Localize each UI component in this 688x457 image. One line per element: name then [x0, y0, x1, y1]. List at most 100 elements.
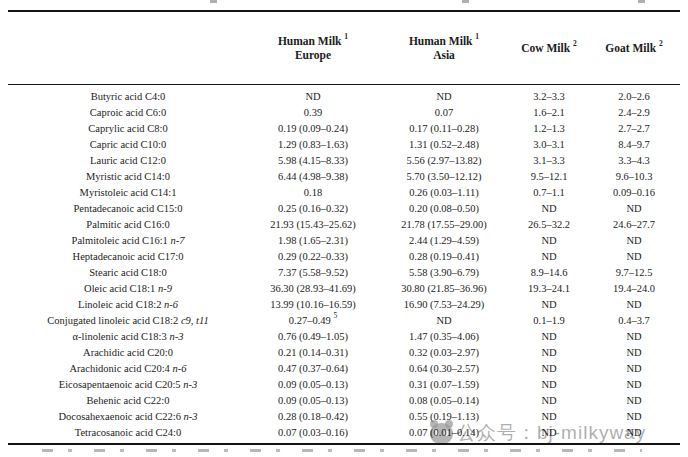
- value-cell-human-milk-europe: 0.29 (0.22–0.33): [248, 248, 378, 264]
- table-row: Stearic acid C18:07.37 (5.58–9.52)5.58 (…: [8, 264, 680, 280]
- table-row: Caprylic acid C8:00.19 (0.09–0.24)0.17 (…: [8, 120, 680, 136]
- value-cell-goat-milk: ND: [588, 424, 680, 444]
- value-cell-cow-milk: 26.5–32.2: [510, 216, 588, 232]
- table-row: Oleic acid C18:1 n-936.30 (28.93–41.69)3…: [8, 280, 680, 296]
- fatty-acid-name-cell: Myristoleic acid C14:1: [8, 184, 248, 200]
- value-cell-human-milk-europe: 6.44 (4.98–9.38): [248, 168, 378, 184]
- value-cell-cow-milk: ND: [510, 248, 588, 264]
- value-cell-human-milk-asia: 5.58 (3.90–6.79): [378, 264, 510, 280]
- value-cell-human-milk-asia: ND: [378, 312, 510, 328]
- fatty-acid-name-cell: Arachidic acid C20:0: [8, 344, 248, 360]
- value-cell-human-milk-europe: 1.98 (1.65–2.31): [248, 232, 378, 248]
- value-cell-human-milk-europe: 36.30 (28.93–41.69): [248, 280, 378, 296]
- value-cell-goat-milk: ND: [588, 200, 680, 216]
- value-cell-goat-milk: ND: [588, 392, 680, 408]
- table-row: Myristoleic acid C14:10.180.26 (0.03–1.1…: [8, 184, 680, 200]
- table-row: Myristic acid C14:06.44 (4.98–9.38)5.70 …: [8, 168, 680, 184]
- value-cell-goat-milk: 24.6–27.7: [588, 216, 680, 232]
- value-cell-goat-milk: ND: [588, 248, 680, 264]
- fatty-acid-name-cell: Oleic acid C18:1 n-9: [8, 280, 248, 296]
- value-cell-cow-milk: ND: [510, 328, 588, 344]
- header-title: Cow Milk: [521, 42, 570, 54]
- header-cell-cow-milk: Cow Milk 2: [510, 11, 588, 85]
- table-row: Pentadecanoic acid C15:00.25 (0.16–0.32)…: [8, 200, 680, 216]
- value-cell-human-milk-asia: 0.31 (0.07–1.59): [378, 376, 510, 392]
- value-cell-cow-milk: 3.0–3.1: [510, 136, 588, 152]
- value-cell-human-milk-europe: 0.09 (0.05–0.13): [248, 376, 378, 392]
- value-cell-cow-milk: ND: [510, 296, 588, 312]
- value-cell-human-milk-europe: 0.39: [248, 104, 378, 120]
- value-cell-human-milk-asia: 0.07 (0.01–0.14): [378, 424, 510, 444]
- fatty-acid-name-cell: Stearic acid C18:0: [8, 264, 248, 280]
- fatty-acid-name-cell: Pentadecanoic acid C15:0: [8, 200, 248, 216]
- table-row: Butyric acid C4:0NDND3.2–3.32.0–2.6: [8, 85, 680, 105]
- value-cell-goat-milk: ND: [588, 360, 680, 376]
- value-cell-cow-milk: ND: [510, 360, 588, 376]
- value-cell-human-milk-asia: 2.44 (1.29–4.59): [378, 232, 510, 248]
- fatty-acid-name-cell: Palmitic acid C16:0: [8, 216, 248, 232]
- fatty-acid-name-cell: Linoleic acid C18:2 n-6: [8, 296, 248, 312]
- clipped-text-fragment: [210, 0, 217, 3]
- value-cell-human-milk-europe: 0.76 (0.49–1.05): [248, 328, 378, 344]
- value-cell-goat-milk: ND: [588, 296, 680, 312]
- fatty-acid-name-cell: Butyric acid C4:0: [8, 85, 248, 105]
- value-cell-cow-milk: 1.6–2.1: [510, 104, 588, 120]
- value-cell-human-milk-asia: 0.17 (0.11–0.28): [378, 120, 510, 136]
- value-cell-goat-milk: 9.6–10.3: [588, 168, 680, 184]
- value-cell-cow-milk: 3.2–3.3: [510, 85, 588, 105]
- value-cell-human-milk-asia: 21.78 (17.55–29.00): [378, 216, 510, 232]
- value-cell-cow-milk: 9.5–12.1: [510, 168, 588, 184]
- clipped-text-fragment: [462, 0, 469, 3]
- table-row: Heptadecanoic acid C17:00.29 (0.22–0.33)…: [8, 248, 680, 264]
- value-cell-human-milk-asia: 0.32 (0.03–2.97): [378, 344, 510, 360]
- value-cell-goat-milk: 19.4–24.0: [588, 280, 680, 296]
- value-cell-cow-milk: 1.2–1.3: [510, 120, 588, 136]
- header-superscript: 2: [659, 39, 663, 48]
- value-cell-human-milk-europe: 7.37 (5.58–9.52): [248, 264, 378, 280]
- table-row: Caproic acid C6:00.390.071.6–2.12.4–2.9: [8, 104, 680, 120]
- header-title: Goat Milk: [605, 42, 656, 54]
- value-cell-cow-milk: ND: [510, 376, 588, 392]
- fatty-acid-name-cell: Caproic acid C6:0: [8, 104, 248, 120]
- fatty-acid-name-cell: Heptadecanoic acid C17:0: [8, 248, 248, 264]
- value-cell-goat-milk: ND: [588, 232, 680, 248]
- header-subtitle: Europe: [248, 48, 378, 62]
- value-cell-cow-milk: 0.7–1.1: [510, 184, 588, 200]
- fatty-acid-name-cell: Caprylic acid C8:0: [8, 120, 248, 136]
- value-cell-human-milk-asia: 0.55 (0.19–1.13): [378, 408, 510, 424]
- value-cell-human-milk-europe: 0.07 (0.03–0.16): [248, 424, 378, 444]
- value-cell-human-milk-europe: 5.98 (4.15–8.33): [248, 152, 378, 168]
- header-cell-empty: [8, 11, 248, 85]
- value-cell-human-milk-europe: 0.09 (0.05–0.13): [248, 392, 378, 408]
- value-cell-human-milk-asia: 5.56 (2.97–13.82): [378, 152, 510, 168]
- value-cell-cow-milk: 0.1–1.9: [510, 312, 588, 328]
- value-cell-human-milk-europe: 13.99 (10.16–16.59): [248, 296, 378, 312]
- table-row: Lauric acid C12:05.98 (4.15–8.33)5.56 (2…: [8, 152, 680, 168]
- table-row: Palmitic acid C16:021.93 (15.43–25.62)21…: [8, 216, 680, 232]
- value-cell-human-milk-europe: 0.21 (0.14–0.31): [248, 344, 378, 360]
- value-cell-human-milk-europe: 1.29 (0.83–1.63): [248, 136, 378, 152]
- value-cell-goat-milk: 2.4–2.9: [588, 104, 680, 120]
- fatty-acid-name-cell: Arachidonic acid C20:4 n-6: [8, 360, 248, 376]
- value-cell-human-milk-asia: ND: [378, 85, 510, 105]
- value-cell-cow-milk: ND: [510, 200, 588, 216]
- header-subtitle: Asia: [378, 48, 510, 62]
- fatty-acid-name-cell: Behenic acid C22:0: [8, 392, 248, 408]
- value-cell-human-milk-europe: 0.28 (0.18–0.42): [248, 408, 378, 424]
- value-cell-human-milk-asia: 0.08 (0.05–0.14): [378, 392, 510, 408]
- table-row: Tetracosanoic acid C24:00.07 (0.03–0.16)…: [8, 424, 680, 444]
- value-cell-human-milk-asia: 30.80 (21.85–36.96): [378, 280, 510, 296]
- table-body: Butyric acid C4:0NDND3.2–3.32.0–2.6Capro…: [8, 85, 680, 445]
- table-row: Behenic acid C22:00.09 (0.05–0.13)0.08 (…: [8, 392, 680, 408]
- fatty-acid-composition-table: Human Milk 1 Europe Human Milk 1 Asia Co…: [8, 10, 680, 445]
- value-cell-cow-milk: 3.1–3.3: [510, 152, 588, 168]
- fatty-acid-name-cell: Capric acid C10:0: [8, 136, 248, 152]
- value-cell-human-milk-europe: 21.93 (15.43–25.62): [248, 216, 378, 232]
- table-row: Eicosapentaenoic acid C20:5 n-30.09 (0.0…: [8, 376, 680, 392]
- value-cell-goat-milk: ND: [588, 344, 680, 360]
- table-header: Human Milk 1 Europe Human Milk 1 Asia Co…: [8, 11, 680, 85]
- value-cell-cow-milk: ND: [510, 344, 588, 360]
- header-title: Human Milk: [278, 35, 342, 47]
- table-row: Conjugated linoleic acid C18:2 c9, t110.…: [8, 312, 680, 328]
- value-cell-human-milk-europe: 0.47 (0.37–0.64): [248, 360, 378, 376]
